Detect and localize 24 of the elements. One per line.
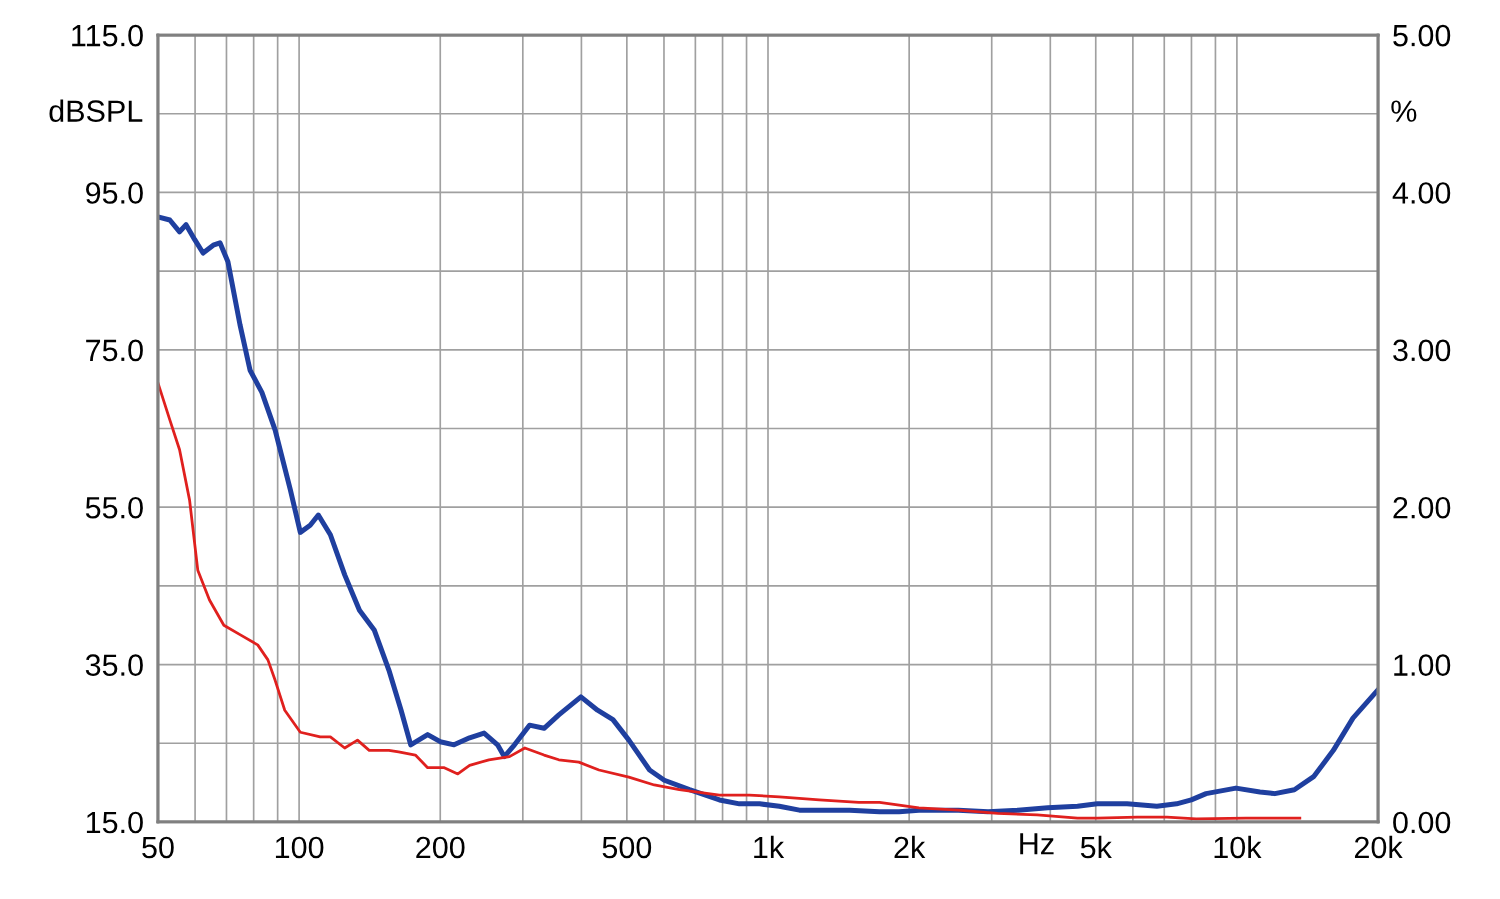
y2-tick-label: 2.00 (1393, 496, 1451, 519)
y-tick-label: 35.0 (85, 654, 143, 676)
y2-tick-label: 0.00 (1393, 811, 1451, 834)
y-tick-label: 75.0 (86, 339, 143, 362)
y2-tick-label: 5.00 (1393, 24, 1451, 47)
y2-tick-label: 1.00 (1394, 654, 1451, 676)
x-tick-label: 5k (1080, 835, 1112, 859)
x-tick-label: 10k (1214, 835, 1262, 859)
x-tick-label: 2k (894, 835, 926, 858)
y-tick-label: 55.0 (85, 496, 143, 519)
x-tick-label: 20k (1354, 835, 1403, 859)
x-tick-label: 1k (754, 835, 785, 858)
y2-tick-label: 4.00 (1392, 182, 1451, 204)
y-tick-label: 115.0 (72, 24, 143, 47)
y-tick-label: 15.0 (86, 811, 143, 834)
y2-tick-label: 3.00 (1393, 339, 1451, 362)
x-axis-title: Hz (1020, 833, 1054, 855)
y-axis-title: dBSPL (49, 99, 143, 122)
x-tick-label: 50 (142, 836, 174, 859)
x-tick-label: 500 (602, 836, 652, 859)
x-tick-label: 100 (275, 836, 324, 859)
y2-axis-title: % (1391, 100, 1417, 122)
y-tick-label: 95.0 (86, 182, 143, 204)
x-tick-label: 200 (416, 836, 465, 859)
